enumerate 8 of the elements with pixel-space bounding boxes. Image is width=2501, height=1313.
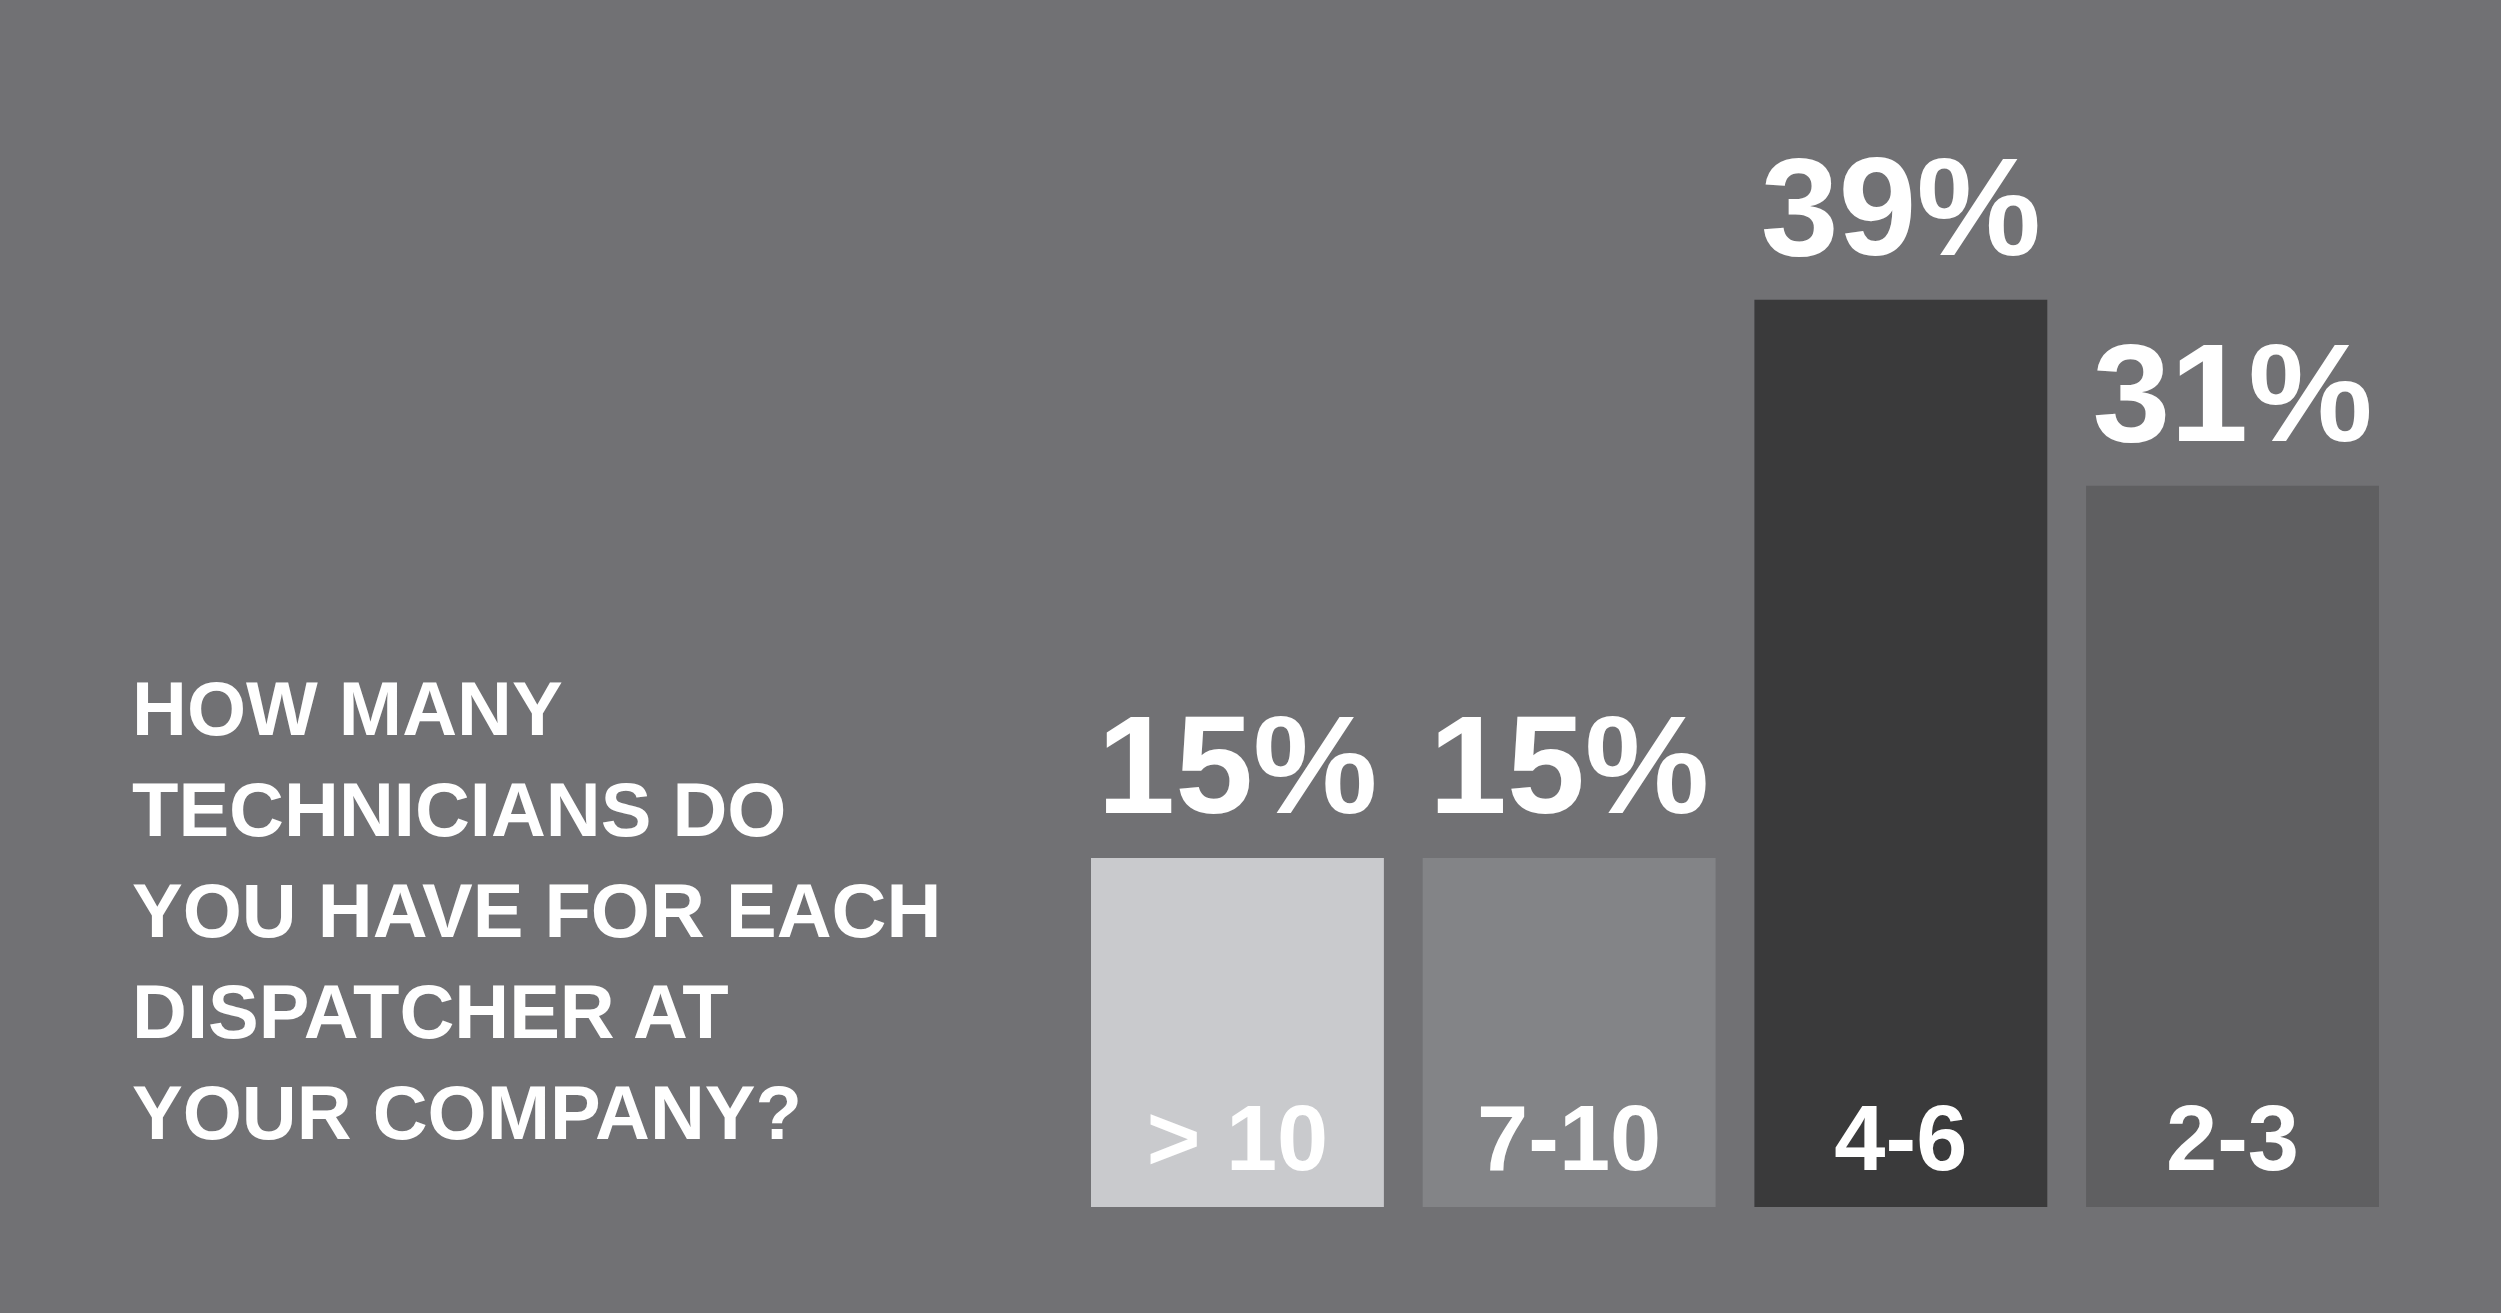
data-label: 39%	[1760, 127, 2041, 285]
x-tick-label: 4-6	[1834, 1086, 1968, 1189]
text: HOW MANY TECHNICIANS DO YOU HAVE FOR EACH DISPATCHER AT YOUR COMPANY?	[132, 665, 942, 1155]
data-label: 31%	[2092, 313, 2373, 471]
data-label: 15%	[1429, 686, 1710, 844]
x-tick-label: 7-10	[1477, 1086, 1662, 1189]
data-label: 15%	[1097, 686, 1378, 844]
x-tick-label: 2-3	[2166, 1086, 2300, 1189]
